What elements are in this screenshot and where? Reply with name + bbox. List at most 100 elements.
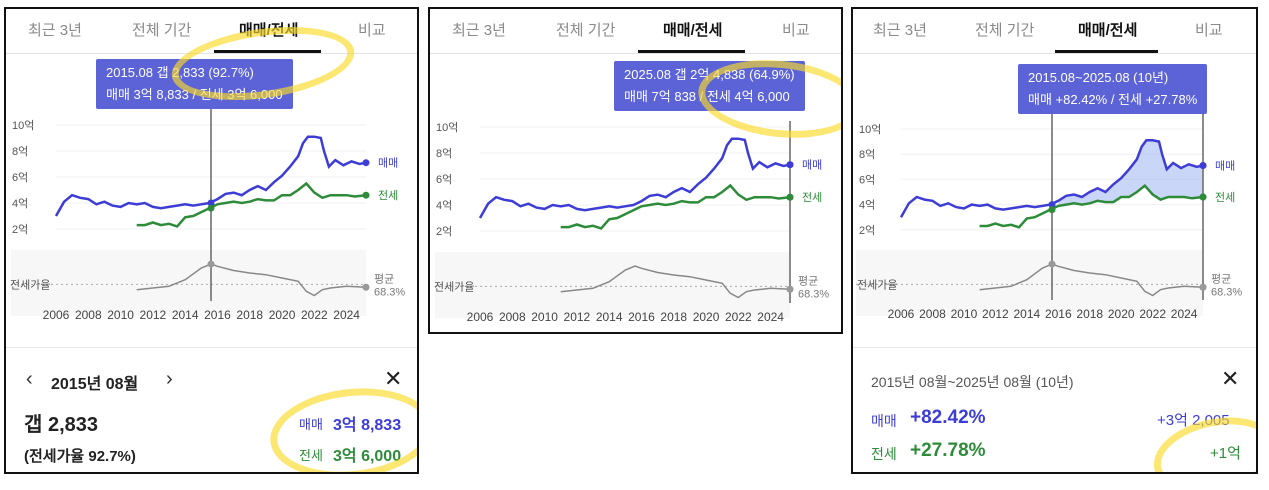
chevron-right-icon[interactable]: › xyxy=(166,368,173,390)
chart-tooltip: 2025.08 갭 2억 4,838 (64.9%) 매매 7억 838 / 전… xyxy=(614,61,805,111)
tab-recent-3y[interactable]: 최근 3년 xyxy=(452,22,506,39)
tooltip-line-2: 매매 +82.42% / 전세 +27.78% xyxy=(1028,92,1198,107)
cursor-ratio-dot xyxy=(207,260,215,268)
y-tick-label: 4억 xyxy=(859,199,875,212)
cursor-sale-dot xyxy=(1048,201,1056,209)
chart-panel-range: 최근 3년 전체 기간 매매/전세 비교 10억8억6억4억2억0전세가율평균6… xyxy=(851,7,1258,474)
x-tick-label: 2010 xyxy=(531,310,558,324)
period-tabs: 최근 3년 전체 기간 매매/전세 비교 xyxy=(430,9,841,54)
rent-series-label: 전세 xyxy=(1215,191,1235,204)
y-tick-label: 10억 xyxy=(12,119,34,132)
rent-label: 전세 xyxy=(299,448,323,463)
rent-ratio-line xyxy=(136,263,367,297)
x-tick-label: 2020 xyxy=(693,310,720,324)
x-tick-label: 2018 xyxy=(1076,307,1103,321)
period-tabs: 최근 3년 전체 기간 매매/전세 비교 xyxy=(853,9,1256,54)
rent-ratio-line xyxy=(560,265,791,299)
cursor-sale-dot xyxy=(207,199,215,207)
sale-value: 3억 8,833 xyxy=(333,417,402,434)
sale-label: 매매 xyxy=(299,417,323,432)
cursor-sale-dot xyxy=(786,161,794,169)
range-fill-area xyxy=(1058,140,1203,206)
rent-series-label: 전세 xyxy=(378,189,398,202)
cursor-rent-dot xyxy=(207,204,215,212)
average-value: 68.3% xyxy=(798,288,829,300)
sale-series-label: 매매 xyxy=(802,159,822,172)
tab-recent-3y[interactable]: 최근 3년 xyxy=(873,22,927,39)
price-chart[interactable]: 10억8억6억4억2억0전세가율평균68.3%매매전세2006200820102… xyxy=(6,53,417,353)
tab-all-period[interactable]: 전체 기간 xyxy=(556,22,616,39)
y-tick-label: 10억 xyxy=(436,121,458,134)
x-tick-label: 2010 xyxy=(107,308,134,322)
tab-all-period[interactable]: 전체 기간 xyxy=(975,22,1035,39)
x-tick-label: 2014 xyxy=(172,308,199,322)
close-icon[interactable]: ✕ xyxy=(1221,366,1240,391)
tab-sale-rent[interactable]: 매매/전세 xyxy=(1078,22,1138,39)
cursor-sale-dot xyxy=(1199,162,1207,170)
chart-panel-point-2015: 최근 3년 전체 기간 매매/전세 비교 10억8억6억4억2억0전세가율평균6… xyxy=(4,7,419,474)
tab-all-period[interactable]: 전체 기간 xyxy=(132,22,192,39)
y-tick-label: 2억 xyxy=(12,223,28,236)
rent-price-line xyxy=(979,183,1204,229)
y-tick-label: 6억 xyxy=(859,173,875,186)
y-tick-label: 6억 xyxy=(436,173,452,186)
sale-label: 매매 xyxy=(871,413,897,429)
sale-price-line xyxy=(899,139,1204,218)
cursor-rent-dot xyxy=(786,193,794,201)
active-tab-indicator xyxy=(214,50,321,53)
price-chart[interactable]: 10억8억6억4억2억0전세가율평균68.3%매매전세2006200820102… xyxy=(430,53,841,333)
ratio-axis-label: 전세가율 xyxy=(434,280,474,293)
tab-recent-3y[interactable]: 최근 3년 xyxy=(28,22,82,39)
ratio-band xyxy=(856,250,1203,316)
y-tick-label: 8억 xyxy=(12,145,28,158)
x-tick-label: 2022 xyxy=(1139,307,1166,321)
y-tick-label: 8억 xyxy=(436,147,452,160)
x-tick-label: 2014 xyxy=(1013,307,1040,321)
x-tick-label: 2008 xyxy=(919,307,946,321)
month-label: 2015년 08월 xyxy=(51,376,139,393)
detail-card: ‹ 2015년 08월 › ✕ 갭 2,833 (전세가율 92.7%) 매매 … xyxy=(6,347,417,472)
x-tick-label: 2018 xyxy=(236,308,263,322)
x-tick-label: 2006 xyxy=(43,308,70,322)
ratio-axis-label: 전세가율 xyxy=(857,278,897,291)
range-label: 2015년 08월~2025년 08월 (10년) xyxy=(871,374,1074,390)
tooltip-line-1: 2015.08~2025.08 (10년) xyxy=(1028,70,1169,85)
tab-compare[interactable]: 비교 xyxy=(782,22,810,39)
chart-tooltip: 2015.08 갭 2,833 (92.7%) 매매 3억 8,833 / 전세… xyxy=(96,59,293,109)
chevron-left-icon[interactable]: ‹ xyxy=(26,368,33,390)
rent-change-amount: +1억 xyxy=(1210,445,1241,462)
cursor-rent-dot xyxy=(1048,206,1056,214)
x-tick-label: 2006 xyxy=(888,307,915,321)
sale-end-dot xyxy=(362,159,370,167)
tab-sale-rent[interactable]: 매매/전세 xyxy=(663,22,723,39)
sale-series-label: 매매 xyxy=(1215,160,1235,173)
rent-value: 3억 6,000 xyxy=(333,448,402,465)
chart-tooltip: 2015.08~2025.08 (10년) 매매 +82.42% / 전세 +2… xyxy=(1018,64,1208,114)
x-tick-label: 2008 xyxy=(75,308,102,322)
cursor-ratio-dot xyxy=(1048,260,1056,268)
chart-panel-point-2025: 최근 3년 전체 기간 매매/전세 비교 10억8억6억4억2억0전세가율평균6… xyxy=(428,7,843,334)
x-tick-label: 2008 xyxy=(499,310,526,324)
x-tick-label: 2016 xyxy=(628,310,655,324)
rent-change-pct: +27.78% xyxy=(910,440,986,461)
x-tick-label: 2016 xyxy=(204,308,231,322)
active-tab-indicator xyxy=(1055,50,1158,53)
tab-sale-rent[interactable]: 매매/전세 xyxy=(239,22,299,39)
average-label: 평균 xyxy=(798,274,818,287)
tooltip-line-1: 2025.08 갭 2억 4,838 (64.9%) xyxy=(624,67,795,82)
price-chart[interactable]: 10억8억6억4억2억0전세가율평균68.3%매매전세2006200820102… xyxy=(853,53,1256,353)
y-tick-label: 6억 xyxy=(12,171,28,184)
ratio-band xyxy=(435,252,790,318)
tab-compare[interactable]: 비교 xyxy=(1195,22,1223,39)
sale-change-pct: +82.42% xyxy=(910,407,986,428)
close-icon[interactable]: ✕ xyxy=(384,366,403,391)
tab-compare[interactable]: 비교 xyxy=(358,22,386,39)
rent-end-dot xyxy=(362,191,370,199)
average-value: 68.3% xyxy=(1211,286,1242,298)
x-tick-label: 2012 xyxy=(140,308,167,322)
cursor-rent-dot xyxy=(1199,193,1207,201)
ratio-band xyxy=(11,250,366,316)
active-tab-indicator xyxy=(638,50,745,53)
sale-price-line xyxy=(54,135,367,217)
gap-value: 갭 2,833 xyxy=(24,414,99,436)
